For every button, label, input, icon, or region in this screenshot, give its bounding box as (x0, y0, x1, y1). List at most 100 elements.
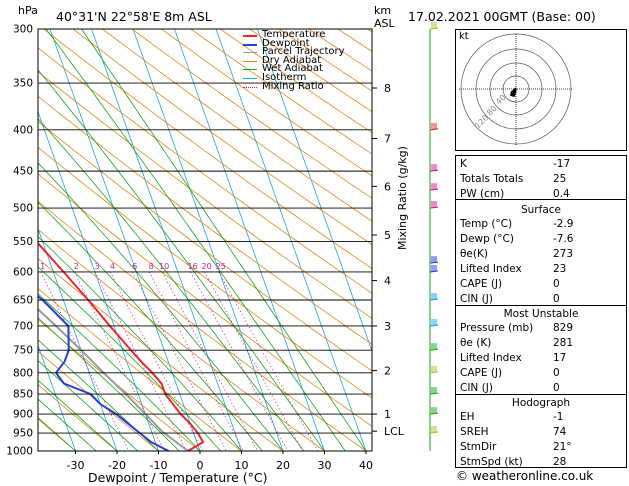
most_unstable-row: Pressure (mb) 829 (460, 322, 622, 335)
pressure-tick-label: 800 (13, 367, 33, 379)
dry-adiabat-line (38, 173, 372, 427)
isotherm-line (38, 110, 159, 451)
most_unstable-value: 281 (553, 337, 574, 349)
legend-swatch (243, 69, 257, 71)
surface-label: Lifted Index (460, 263, 522, 275)
temperature-tick-label: 20 (276, 459, 290, 472)
hodograph_table-label: StmSpd (kt) (460, 456, 523, 468)
height-tick-label: 3 (384, 320, 391, 333)
isotherm-line (38, 344, 76, 451)
index-row: K -17 (460, 158, 622, 171)
legend-entry: Dewpoint (243, 38, 371, 49)
height-tick-label: LCL (384, 425, 405, 438)
wind-barb (429, 22, 439, 30)
most_unstable-label: Pressure (mb) (460, 322, 534, 334)
most_unstable-label: CAPE (J) (460, 367, 503, 379)
dry-adiabat-line (38, 47, 372, 294)
wet-adiabat-line (81, 29, 367, 451)
most_unstable-value: 0 (553, 382, 560, 394)
hodograph-ring-label: 120 (473, 113, 490, 130)
temperature-tick-label: -10 (150, 459, 168, 472)
hodograph_table-row: SREH 74 (460, 426, 622, 439)
temperature-tick-label: 10 (235, 459, 249, 472)
most_unstable-label: θe (K) (460, 337, 492, 349)
wind-barb-staff (429, 392, 439, 395)
surface-row: Dewp (°C) -7.6 (460, 233, 622, 246)
separator (456, 199, 626, 200)
height-tick-label: 4 (384, 275, 391, 288)
isotherm-line (174, 29, 325, 451)
hodograph_table-label: StmDir (460, 441, 497, 453)
wind-barb-staff (429, 431, 439, 434)
legend-swatch (243, 35, 257, 37)
legend-swatch (243, 60, 257, 62)
wind-barb-staff (429, 298, 439, 301)
most-unstable-header: Most Unstable (503, 308, 579, 320)
hodograph_table-value: 74 (553, 426, 567, 438)
index-row: Totals Totals 25 (460, 173, 622, 186)
most_unstable-label: CIN (J) (460, 382, 493, 394)
wet-adiabat-line (38, 339, 159, 451)
wind-barb-staff (429, 27, 439, 30)
surface-row: CAPE (J) 0 (460, 278, 622, 291)
asl-axis-title: ASL (374, 17, 395, 30)
mixing-ratio-label: 16 (188, 262, 198, 271)
legend-label: Parcel Trajectory (262, 46, 345, 58)
legend-label: Isotherm (262, 72, 307, 83)
temperature-tick-label: 40 (359, 459, 373, 472)
wind-barb-staff (429, 324, 439, 327)
hpa-axis-title: hPa (18, 4, 38, 17)
surface-row: θe(K) 273 (460, 248, 622, 261)
most_unstable-label: Lifted Index (460, 352, 522, 364)
legend-entry: Parcel Trajectory (243, 46, 371, 58)
most_unstable-row: Lifted Index 17 (460, 352, 622, 365)
parcel-trajectory-line (38, 307, 189, 451)
wet-adiabat-line (38, 360, 139, 451)
pressure-tick-label: 400 (13, 124, 33, 136)
hodograph-box: kt 40 80 120 (455, 29, 627, 151)
mixing-ratio-label: 4 (110, 262, 115, 271)
legend-label: Dry Adiabat (262, 54, 322, 66)
wind-barb (429, 407, 439, 415)
pressure-tick-label: 900 (13, 409, 33, 421)
legend-label: Mixing Ratio (262, 80, 324, 92)
temperature-tick-label: -20 (108, 459, 126, 472)
dry-adiabat-line (38, 95, 372, 345)
hodograph-header: Hodograph (511, 397, 571, 409)
wind-barb (429, 365, 439, 374)
mixing-ratio-line (190, 271, 289, 451)
mixing-ratio-line (161, 271, 258, 451)
legend-label: Temperature (262, 29, 326, 40)
wet-adiabat-line (38, 317, 180, 451)
height-tick-label: 7 (384, 132, 391, 145)
wind-barb-staff (429, 270, 439, 273)
surface-value: -2.9 (553, 218, 574, 230)
temperature-tick-label: -30 (67, 459, 85, 472)
most_unstable-row: CIN (J) 0 (460, 382, 622, 395)
dry-adiabat-line (43, 29, 372, 270)
dewpoint-line (38, 295, 170, 451)
legend-swatch (243, 78, 257, 79)
hodograph_table-value: 28 (553, 456, 567, 468)
pressure-tick-label: 600 (13, 266, 33, 278)
plot-frame (37, 28, 373, 452)
dry-adiabat-line (131, 29, 372, 199)
wet-adiabat-line (38, 201, 263, 451)
wet-adiabat-line (38, 118, 305, 451)
hodograph-unit-label: kt (459, 31, 469, 42)
mixing-ratio-line (132, 271, 227, 451)
legend-entry: Isotherm (243, 72, 371, 83)
dry-adiabat-line (38, 258, 284, 451)
index-value: -17 (553, 158, 571, 170)
index-value: 25 (553, 173, 567, 185)
dry-adiabat-line (38, 384, 118, 451)
dry-adiabat-line (38, 146, 372, 399)
mixing-ratio-label: 10 (159, 262, 169, 271)
mixing-ratio-label: 6 (132, 262, 137, 271)
mixing-ratio-label: 2 (74, 262, 79, 271)
isotherm-line (49, 29, 201, 451)
hodograph_table-label: SREH (460, 426, 489, 438)
separator (456, 394, 626, 395)
surface-value: 0 (553, 293, 560, 305)
pressure-tick-label: 350 (13, 78, 33, 90)
